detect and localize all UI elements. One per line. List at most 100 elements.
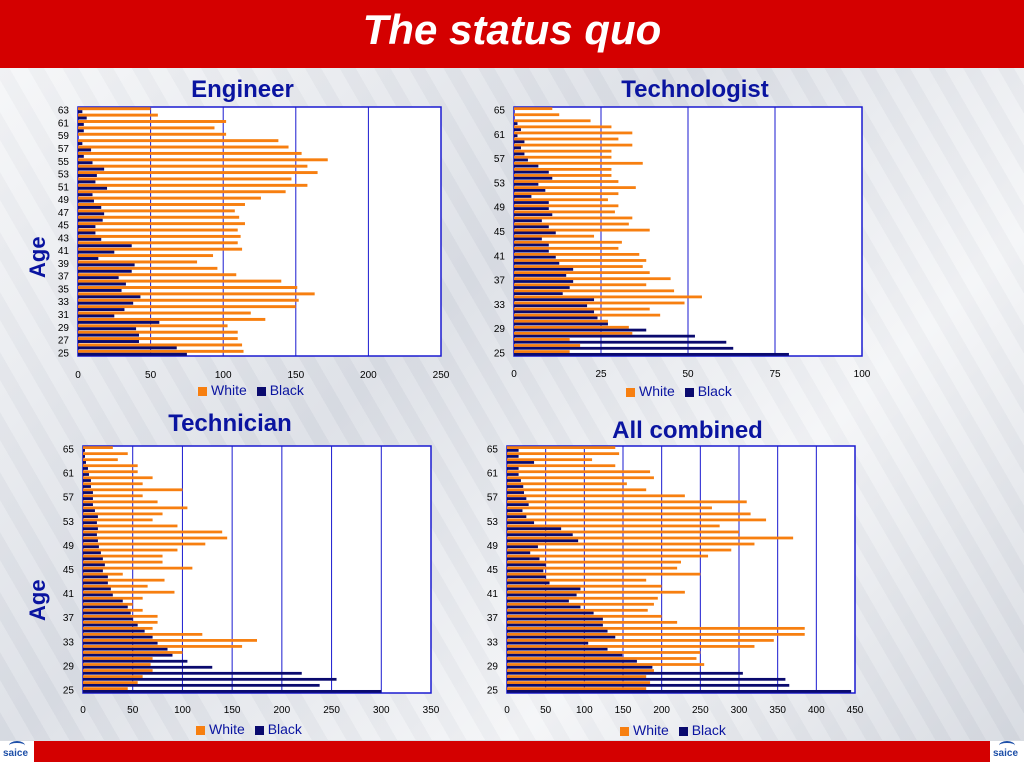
bar-white: [507, 518, 767, 522]
bar-white: [514, 277, 671, 281]
y-tick-label: 57: [63, 493, 75, 504]
bar-black: [78, 205, 102, 209]
y-tick-label: 41: [487, 589, 499, 600]
bar-black: [507, 689, 852, 693]
bar-white: [507, 512, 751, 516]
chart-title-technologist: Technologist: [621, 76, 769, 103]
bar-black: [507, 497, 527, 500]
bar-white: [507, 458, 593, 462]
bar-black: [83, 677, 337, 681]
y-tick-label: 45: [487, 565, 499, 576]
bar-white: [83, 675, 143, 678]
y-tick-label: 61: [487, 469, 499, 480]
bar-black: [514, 164, 539, 168]
bar-white: [83, 524, 178, 528]
x-tick-label: 400: [808, 705, 825, 716]
bar-black: [78, 295, 141, 299]
bar-black: [83, 641, 158, 645]
y-tick-label: 57: [494, 154, 506, 165]
bar-black: [78, 193, 93, 197]
bar-black: [514, 280, 574, 283]
y-tick-label: 61: [494, 130, 506, 141]
y-tick-label: 37: [487, 613, 499, 624]
bar-black: [78, 122, 84, 126]
y-tick-label: 25: [494, 348, 506, 359]
y-tick-label: 33: [494, 300, 506, 311]
bar-black: [83, 533, 97, 537]
bar-white: [78, 209, 235, 213]
bar-white: [507, 524, 720, 528]
chart-title-all-combined: All combined: [612, 417, 763, 444]
bar-black: [78, 231, 96, 235]
legend-label-white: White: [209, 721, 245, 737]
bar-white: [507, 554, 709, 558]
bar-black: [514, 225, 549, 229]
bar-black: [514, 249, 549, 253]
bar-white: [78, 215, 240, 219]
bar-white: [78, 139, 279, 143]
bar-white: [78, 171, 318, 175]
bar-black: [83, 611, 131, 615]
legend-swatch-black: [678, 726, 688, 736]
legend-item-black: Black: [678, 722, 726, 738]
bar-white: [83, 657, 153, 660]
bar-white: [507, 578, 647, 582]
bar-white: [83, 518, 153, 522]
x-tick-label: 0: [504, 705, 510, 716]
bar-white: [507, 572, 701, 576]
bar-black: [514, 195, 532, 198]
bar-black: [83, 569, 103, 573]
y-tick-label: 47: [58, 208, 70, 219]
bar-white: [83, 482, 143, 486]
bar-white: [83, 506, 188, 510]
bar-black: [507, 683, 790, 687]
bar-white: [83, 620, 158, 624]
y-tick-label: 25: [58, 348, 70, 359]
x-tick-label: 350: [769, 705, 786, 716]
bar-white: [514, 125, 612, 129]
bar-black: [514, 122, 518, 125]
bar-black: [78, 148, 92, 152]
y-tick-label: 37: [494, 276, 506, 287]
bar-white: [78, 113, 158, 117]
y-tick-label: 45: [63, 565, 75, 576]
y-tick-label: 55: [58, 157, 70, 168]
bar-white: [514, 186, 636, 189]
bar-white: [83, 602, 133, 606]
legend-label-black: Black: [269, 382, 304, 398]
y-tick-label: 61: [63, 469, 75, 480]
bar-black: [507, 455, 519, 458]
y-tick-label: 25: [487, 685, 499, 696]
bar-black: [507, 557, 540, 561]
legend-item-black: Black: [684, 383, 732, 399]
y-tick-label: 53: [487, 517, 499, 528]
bar-black: [78, 314, 115, 318]
bar-white: [83, 554, 163, 558]
x-tick-label: 75: [769, 369, 781, 380]
bar-white: [83, 458, 118, 462]
legend-item-black: Black: [254, 721, 302, 737]
bar-black: [83, 623, 138, 627]
bar-white: [83, 632, 203, 636]
bar-white: [83, 669, 153, 672]
x-tick-label: 0: [80, 705, 86, 716]
y-tick-label: 65: [494, 106, 506, 117]
bar-black: [507, 629, 608, 633]
y-tick-label: 35: [58, 284, 70, 295]
bar-white: [83, 584, 148, 588]
x-tick-label: 100: [215, 370, 232, 381]
bar-black: [78, 288, 122, 292]
bar-white: [78, 279, 282, 283]
bar-black: [507, 521, 535, 525]
bar-white: [514, 350, 570, 353]
y-tick-label: 25: [63, 685, 75, 696]
bar-white: [83, 446, 113, 450]
legend-label-black: Black: [691, 722, 726, 738]
bar-white: [514, 198, 608, 202]
bar-black: [507, 449, 519, 452]
bar-black: [83, 545, 99, 549]
bar-white: [514, 222, 629, 226]
bar-white: [83, 500, 158, 504]
bar-white: [514, 107, 553, 111]
bar-white: [507, 494, 685, 498]
